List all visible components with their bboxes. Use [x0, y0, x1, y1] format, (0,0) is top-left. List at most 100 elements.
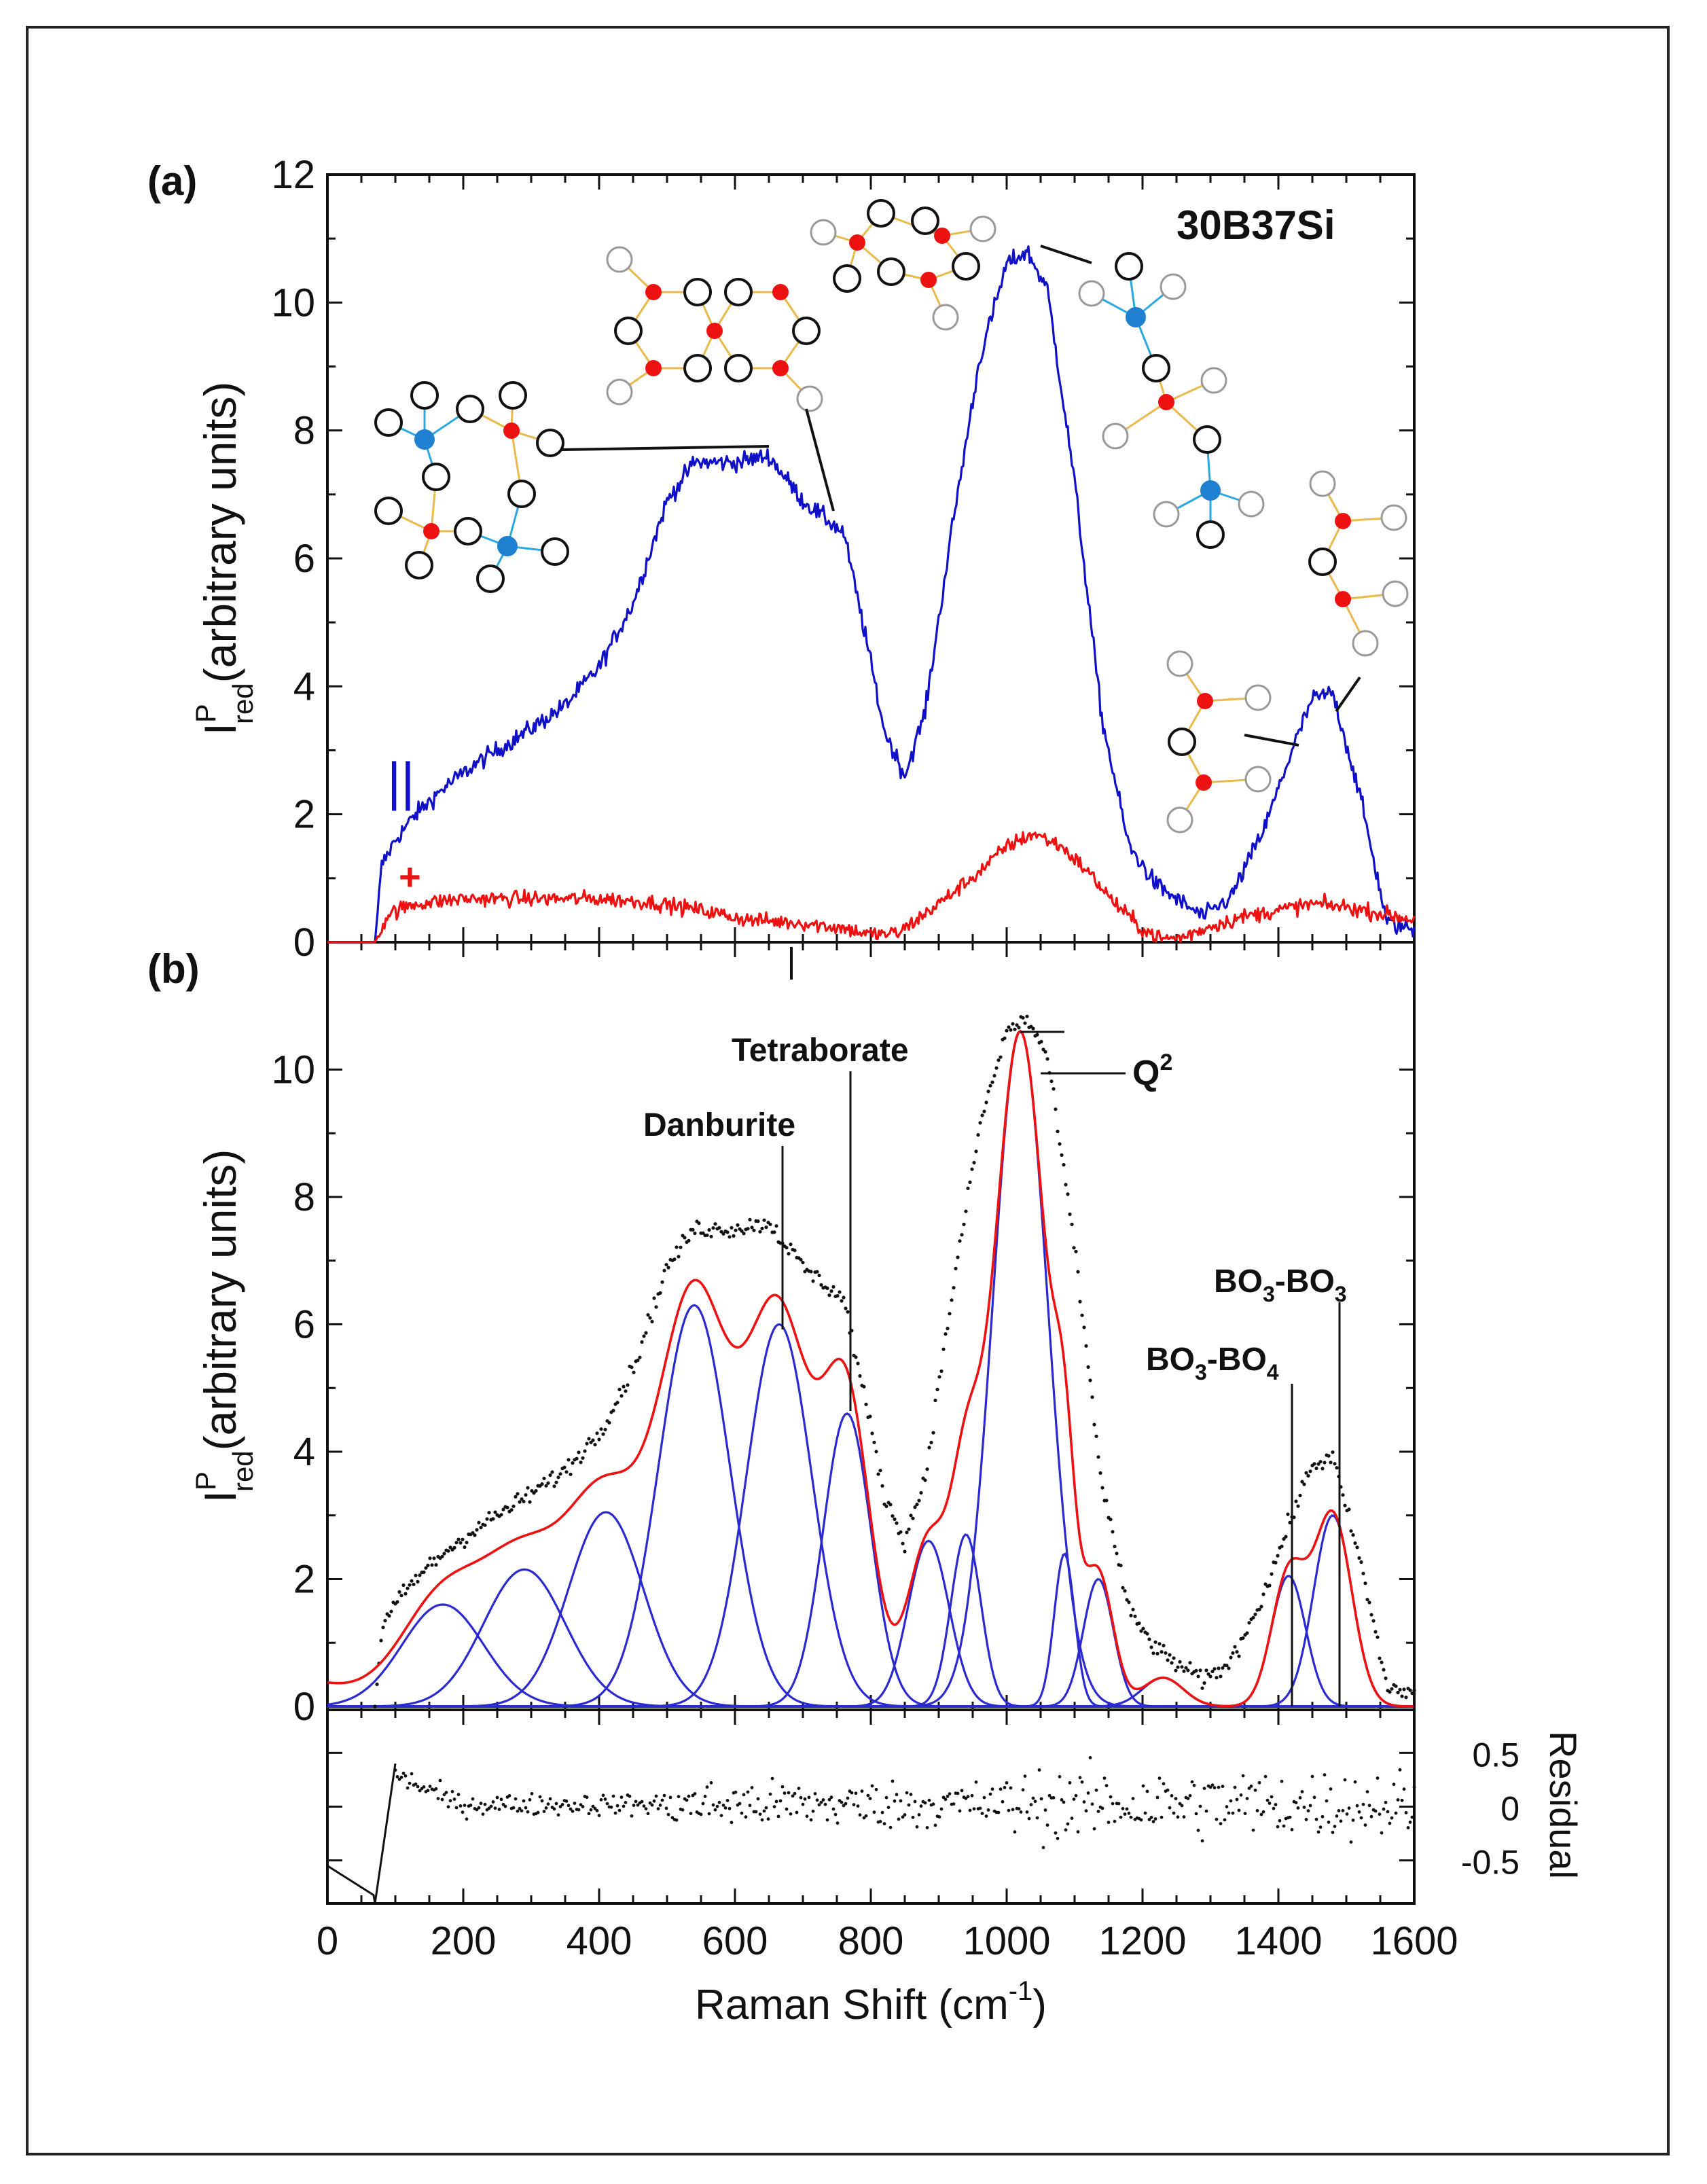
- residual-point: [1367, 1804, 1371, 1808]
- residual-point: [530, 1792, 534, 1795]
- data-point: [569, 1472, 573, 1476]
- residual-point: [1343, 1778, 1347, 1782]
- data-point: [426, 1563, 430, 1567]
- data-point: [1398, 1687, 1402, 1691]
- data-point: [617, 1387, 622, 1391]
- data-point: [872, 1440, 876, 1444]
- residual-point: [944, 1797, 948, 1802]
- xlabel-sup: -1: [1009, 1976, 1033, 2006]
- residual-point: [1318, 1825, 1323, 1829]
- data-point: [701, 1231, 705, 1235]
- molecule-cartoon-bo3-pair-upper: [1308, 470, 1409, 657]
- residual-point: [1327, 1821, 1331, 1824]
- data-point: [1333, 1462, 1337, 1466]
- residual-point: [776, 1814, 780, 1819]
- data-point: [827, 1293, 831, 1297]
- residual-point: [730, 1821, 734, 1825]
- data-point: [1123, 1589, 1127, 1593]
- data-point: [996, 1058, 1001, 1062]
- trigonal-atom: [772, 284, 789, 300]
- data-point: [395, 1600, 399, 1604]
- data-point: [550, 1470, 554, 1474]
- data-point: [1347, 1507, 1351, 1511]
- data-point: [461, 1537, 465, 1541]
- data-point: [691, 1228, 695, 1232]
- oxygen-atom: [1102, 423, 1129, 450]
- data-point: [640, 1340, 644, 1344]
- residual-point: [615, 1804, 619, 1808]
- data-point: [430, 1563, 434, 1567]
- data-point: [709, 1234, 713, 1238]
- data-point: [1149, 1645, 1153, 1649]
- residual-point: [1312, 1795, 1316, 1800]
- residual-point: [670, 1816, 675, 1820]
- data-point: [913, 1505, 917, 1509]
- residual-point: [1088, 1756, 1092, 1759]
- residual-point: [719, 1814, 723, 1818]
- data-point: [540, 1482, 544, 1486]
- peak-label-tetraborate: Tetraborate: [732, 1033, 909, 1069]
- data-point: [526, 1486, 530, 1490]
- data-point: [1247, 1621, 1251, 1625]
- residual-point: [1247, 1787, 1251, 1790]
- xtick-label: 1600: [1370, 1919, 1458, 1963]
- residual-point: [1182, 1815, 1186, 1819]
- residual-point: [1107, 1821, 1111, 1825]
- data-point: [401, 1583, 406, 1588]
- residual-point: [783, 1791, 787, 1795]
- residual-point: [727, 1806, 732, 1810]
- residual-point: [1109, 1795, 1113, 1799]
- residual-point: [520, 1809, 524, 1813]
- data-point: [1400, 1694, 1404, 1698]
- data-point: [870, 1431, 874, 1435]
- oxygen-atom: [454, 517, 482, 545]
- data-point: [1166, 1658, 1170, 1662]
- residual-point: [558, 1805, 562, 1808]
- data-point: [1086, 1365, 1090, 1369]
- residual-point: [852, 1803, 856, 1807]
- residual-point: [1253, 1788, 1257, 1792]
- data-point: [793, 1249, 797, 1253]
- data-point: [785, 1246, 789, 1250]
- residual-point: [595, 1809, 599, 1812]
- residual-point: [440, 1797, 444, 1802]
- data-point: [524, 1493, 528, 1497]
- xlabel: Raman Shift (cm-1): [695, 1976, 1047, 2028]
- xtick-label: 0: [317, 1919, 338, 1963]
- residual-point: [1223, 1818, 1227, 1822]
- trigonal-atom: [645, 284, 662, 300]
- bo3-bo4-sub2: 4: [1267, 1360, 1279, 1384]
- trigonal-atom: [849, 234, 865, 251]
- data-point: [505, 1505, 509, 1509]
- residual-point: [640, 1800, 644, 1804]
- residual-point: [579, 1803, 583, 1807]
- residual-point: [597, 1814, 601, 1817]
- residual-point: [1151, 1820, 1155, 1823]
- data-point: [817, 1273, 821, 1278]
- residual-point: [658, 1804, 662, 1807]
- residual-point: [1249, 1785, 1253, 1788]
- residual-point: [1082, 1800, 1086, 1804]
- xtick-label: 1000: [963, 1919, 1050, 1963]
- data-point: [1380, 1660, 1384, 1664]
- data-point: [1176, 1665, 1180, 1669]
- residual-point: [1066, 1822, 1070, 1826]
- data-point: [774, 1224, 778, 1228]
- residual-point: [1296, 1806, 1300, 1810]
- bo3-bo3-sub1: 3: [1263, 1282, 1275, 1306]
- bo3-bo4-mid: -BO: [1207, 1342, 1267, 1378]
- fit-component-11: [327, 1577, 1414, 1708]
- data-point: [542, 1476, 546, 1480]
- oxygen-atom: [536, 429, 564, 457]
- data-point: [487, 1511, 491, 1515]
- residual-point: [495, 1795, 499, 1800]
- residual-point: [1123, 1812, 1127, 1816]
- oxygen-atom: [810, 219, 837, 246]
- residual-point: [560, 1803, 564, 1806]
- data-point: [636, 1358, 640, 1363]
- xlabel-main: Raman Shift (cm: [695, 1982, 1009, 2028]
- data-point: [1009, 1028, 1013, 1032]
- data-point: [1005, 1028, 1009, 1033]
- residual-point: [1208, 1785, 1212, 1789]
- residual-point: [1160, 1815, 1164, 1819]
